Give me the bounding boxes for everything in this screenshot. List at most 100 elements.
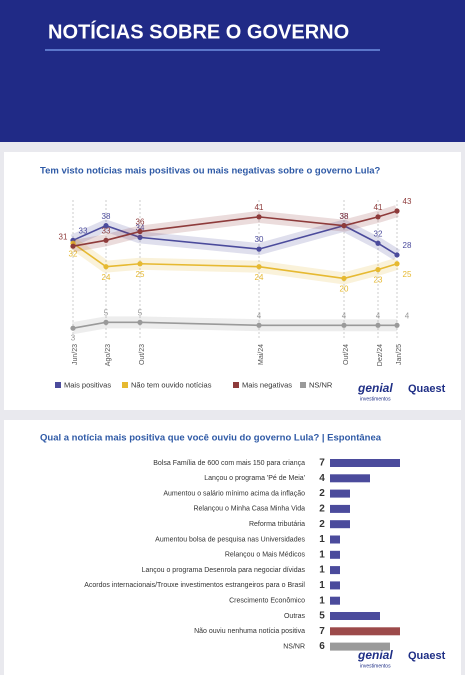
x-tick-label: Dez/24 [377, 344, 384, 366]
x-tick-label: Mai/24 [258, 344, 265, 365]
card-title: Qual a notícia mais positiva que você ou… [40, 433, 382, 444]
data-label: 23 [374, 276, 383, 285]
data-label: 5 [104, 308, 109, 317]
card [4, 152, 461, 410]
value-label: 1 [319, 595, 325, 606]
logo-quaest: Quaest [408, 650, 446, 662]
category-label: Bolsa Família de 600 com mais 150 para c… [153, 460, 305, 467]
card-title: Tem visto notícias mais positivas ou mai… [40, 166, 381, 177]
data-label: 36 [136, 218, 145, 227]
value-label: 1 [319, 565, 325, 576]
data-label: 38 [340, 212, 349, 221]
point [70, 325, 76, 331]
legend-swatch [122, 382, 128, 388]
point [341, 322, 347, 328]
data-label: 4 [405, 311, 410, 320]
value-label: 2 [319, 519, 325, 530]
bar [330, 566, 340, 575]
data-label: 33 [79, 226, 88, 235]
point [256, 214, 262, 220]
point [394, 208, 400, 214]
point [341, 275, 347, 281]
data-label: 38 [102, 212, 111, 221]
point [70, 243, 76, 249]
point [103, 237, 109, 243]
value-label: 6 [319, 641, 325, 652]
value-label: 5 [319, 611, 325, 622]
point [394, 322, 400, 328]
value-label: 2 [319, 488, 325, 499]
data-label: 20 [340, 285, 349, 294]
value-label: 7 [319, 626, 325, 637]
bar [330, 474, 370, 483]
bar [330, 520, 350, 529]
category-label: Relançou o Minha Casa Minha Vida [193, 506, 305, 513]
category-label: Reforma tributária [249, 521, 305, 528]
point [103, 319, 109, 325]
point [137, 234, 143, 240]
data-label: 3 [71, 333, 76, 342]
point [137, 261, 143, 267]
logo-genial: genial [357, 648, 393, 662]
data-label: 33 [102, 226, 111, 235]
data-label: 4 [376, 311, 381, 320]
point [375, 240, 381, 246]
bar [330, 504, 350, 513]
banner-title: NOTÍCIAS SOBRE O GOVERNO [48, 20, 349, 43]
point [103, 264, 109, 270]
data-label: 4 [257, 311, 262, 320]
point [103, 223, 109, 229]
legend-label: NS/NR [309, 380, 333, 389]
value-label: 4 [319, 473, 325, 484]
data-label: 38 [340, 212, 349, 221]
category-label: Lançou o programa Desenrola para negocia… [142, 567, 306, 574]
logo-quaest: Quaest [408, 383, 446, 395]
data-label: 5 [138, 308, 143, 317]
data-label: 31 [59, 232, 68, 241]
point [394, 252, 400, 258]
point [256, 322, 262, 328]
bar [330, 581, 340, 590]
x-tick-label: Jun/23 [72, 344, 79, 365]
data-label: 25 [136, 270, 145, 279]
point [375, 267, 381, 273]
data-label: 30 [255, 235, 264, 244]
legend-label: Mais positivas [64, 380, 111, 389]
category-label: Não ouviu nenhuma notícia positiva [194, 628, 305, 635]
category-label: NS/NR [283, 643, 305, 650]
point [341, 223, 347, 229]
legend-label: Mais negativas [242, 380, 292, 389]
category-label: Acordos internacionais/Trouxe investimen… [84, 582, 305, 589]
x-tick-label: Out/24 [343, 344, 350, 365]
bar [330, 627, 400, 636]
data-label: 34 [136, 223, 145, 232]
logo-genial-sub: investimentos [360, 396, 391, 402]
data-label: 32 [69, 249, 78, 258]
point [375, 322, 381, 328]
category-label: Aumentou bolsa de pesquisa nas Universid… [155, 536, 305, 543]
bar [330, 642, 390, 651]
data-label: 41 [255, 203, 264, 212]
x-tick-label: Jan/25 [396, 344, 403, 365]
category-label: Outras [284, 613, 306, 620]
data-label: 28 [403, 241, 412, 250]
bar [330, 489, 350, 498]
x-tick-label: Ago/23 [105, 344, 112, 366]
value-label: 7 [319, 458, 325, 469]
bar [330, 596, 340, 605]
category-label: Relançou o Mais Médicos [225, 552, 306, 559]
data-label: 4 [342, 311, 347, 320]
card [4, 420, 461, 675]
point [394, 261, 400, 267]
data-label: 32 [374, 229, 383, 238]
data-label: 43 [403, 197, 412, 206]
logo: genial investimentos Quaest genial inves… [357, 381, 446, 669]
category-label: Aumentou o salário mínimo acima da infla… [163, 490, 305, 497]
value-label: 1 [319, 580, 325, 591]
point [137, 228, 143, 235]
data-label: 24 [102, 273, 111, 282]
category-label: Crescimento Econômico [229, 598, 305, 605]
category-label: Lançou o programa 'Pé de Meia' [204, 475, 305, 482]
